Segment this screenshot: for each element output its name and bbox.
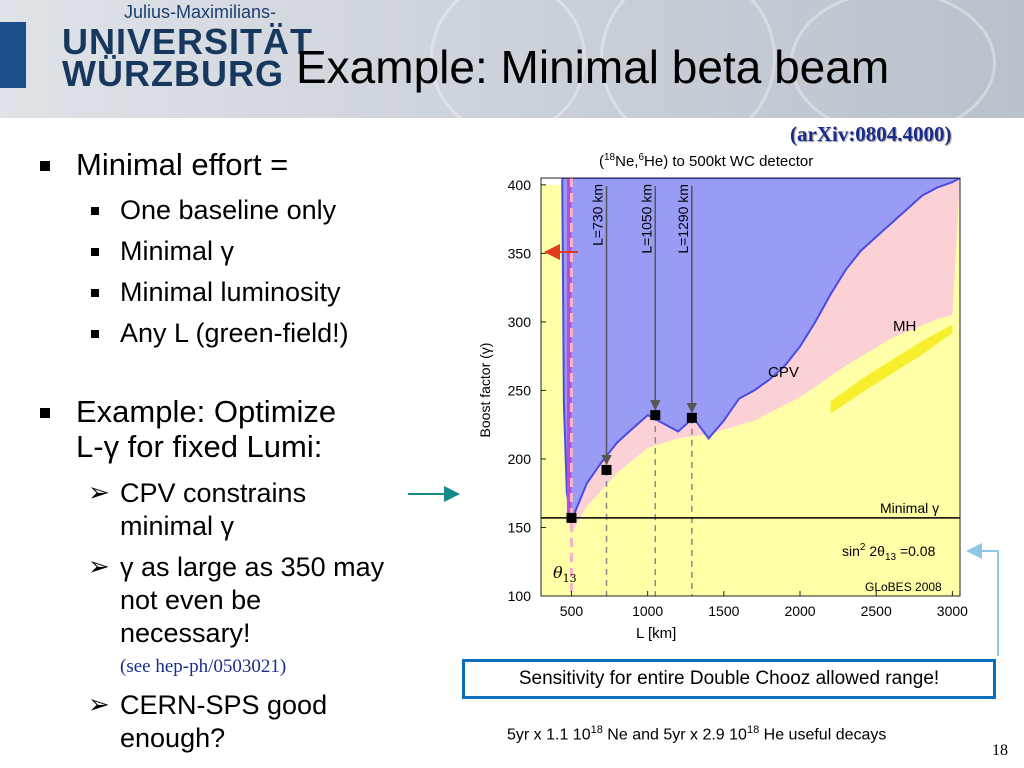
baseline-label-2: L=1290 km (675, 184, 691, 254)
x-axis-label: L [km] (636, 625, 676, 642)
background-seal-ring (600, 0, 776, 118)
mh-region-label: MH (893, 318, 916, 335)
globes-credit: GLoBES 2008 (865, 580, 942, 594)
sub-bullet-square (91, 248, 99, 256)
arrow-bullet-icon: ➢ (88, 477, 110, 507)
university-subtitle: Julius-Maximilians- (124, 2, 277, 22)
bullet-cern-line2: enough? (120, 723, 226, 753)
sin2theta-annotation: sin2 2θ13 =0.08 (842, 542, 936, 563)
theta13-region-label: θ13 (553, 563, 577, 585)
sub-bullet-square (91, 330, 99, 338)
x-tick-label: 1000 (632, 603, 663, 619)
cpv-region-label: CPV (768, 364, 799, 381)
page-number: 18 (992, 742, 1008, 759)
bullet-example-line1: Example: Optimize (76, 394, 337, 429)
university-line2: WÜRZBURG (62, 53, 284, 94)
bullet-minimal-luminosity: Minimal luminosity (120, 277, 341, 307)
blank-region (541, 178, 563, 185)
hep-ph-reference: (see hep-ph/0503021) (120, 656, 287, 677)
x-tick-label: 3000 (937, 603, 968, 619)
sensitivity-callout: Sensitivity for entire Double Chooz allo… (462, 659, 996, 699)
arrow-bullet-icon: ➢ (88, 551, 110, 581)
background-seal-ring (430, 0, 586, 118)
bullet-cern-line1: CERN-SPS good (120, 690, 328, 720)
y-tick-label: 350 (508, 245, 532, 261)
x-tick-label: 500 (560, 603, 584, 619)
y-axis-label: Boost factor (γ) (477, 343, 493, 438)
logo-accent-bar (0, 22, 26, 88)
minimal-gamma-label: Minimal γ (880, 500, 939, 516)
baseline-point-0 (601, 464, 612, 475)
bullet-gamma-line2: not even be (120, 585, 262, 615)
footnote-exp2: 18 (746, 724, 760, 736)
baseline-point-2 (686, 412, 697, 423)
bullet-gamma-line1: γ as large as 350 may (120, 552, 385, 582)
chart-title: (18Ne,6He) to 500kt WC detector (599, 152, 813, 170)
header-banner: Julius-Maximilians- UNIVERSITÄT WÜRZBURG… (0, 0, 1024, 118)
bullet-minimal-effort: Minimal effort = (76, 147, 289, 182)
bullet-any-l: Any L (green-field!) (120, 318, 349, 348)
baseline-label-1: L=1050 km (638, 184, 654, 254)
bullet-cpv-line2: minimal γ (120, 511, 235, 541)
baseline-point-1 (650, 410, 661, 421)
y-tick-label: 400 (508, 177, 532, 193)
arrow-bullet-icon: ➢ (88, 689, 110, 719)
plot-frame (540, 177, 961, 597)
sensitivity-callout-text: Sensitivity for entire Double Chooz allo… (465, 662, 993, 696)
y-tick-label: 150 (508, 519, 532, 535)
bullet-example-line2: L-γ for fixed Lumi: (76, 429, 323, 464)
x-tick-label: 2500 (861, 603, 892, 619)
slide-title: Example: Minimal beta beam (296, 41, 890, 93)
bullet-cpv-line1: CPV constrains (120, 478, 307, 508)
bullet-minimal-gamma: Minimal γ (120, 236, 235, 266)
bullet-square (40, 161, 50, 171)
footnote-part1: 5yr x 1.1 10 (507, 726, 591, 744)
bullet-one-baseline: One baseline only (120, 195, 337, 225)
y-tick-label: 200 (508, 451, 532, 467)
sub-bullet-square (91, 207, 99, 215)
university-line1: UNIVERSITÄT (62, 21, 314, 62)
university-logo: UNIVERSITÄT WÜRZBURG (62, 21, 314, 94)
minimal-point (566, 512, 577, 523)
arxiv-reference: (arXiv:0804.4000) (790, 122, 952, 146)
footnote-part2: Ne and 5yr x 2.9 10 (602, 726, 747, 744)
sub-bullet-square (91, 289, 99, 297)
y-tick-label: 300 (508, 314, 532, 330)
lightblue-arrow-sensitivity (966, 543, 999, 656)
x-tick-label: 2000 (784, 603, 815, 619)
bullet-gamma-line3: necessary! (120, 618, 251, 648)
mh-yellow-band (830, 324, 953, 414)
footnote-exp1: 18 (590, 724, 603, 736)
decays-footnote: 5yr x 1.1 1018 Ne and 5yr x 2.9 1018 He … (507, 724, 886, 744)
bullet-square (40, 408, 50, 418)
x-tick-label: 1500 (708, 603, 739, 619)
y-tick-label: 100 (508, 588, 532, 604)
magenta-strip (566, 178, 572, 518)
baseline-label-0: L=730 km (590, 184, 606, 246)
y-tick-label: 250 (508, 382, 532, 398)
background-seal-ring (790, 0, 996, 118)
footnote-part3: He useful decays (759, 726, 887, 744)
